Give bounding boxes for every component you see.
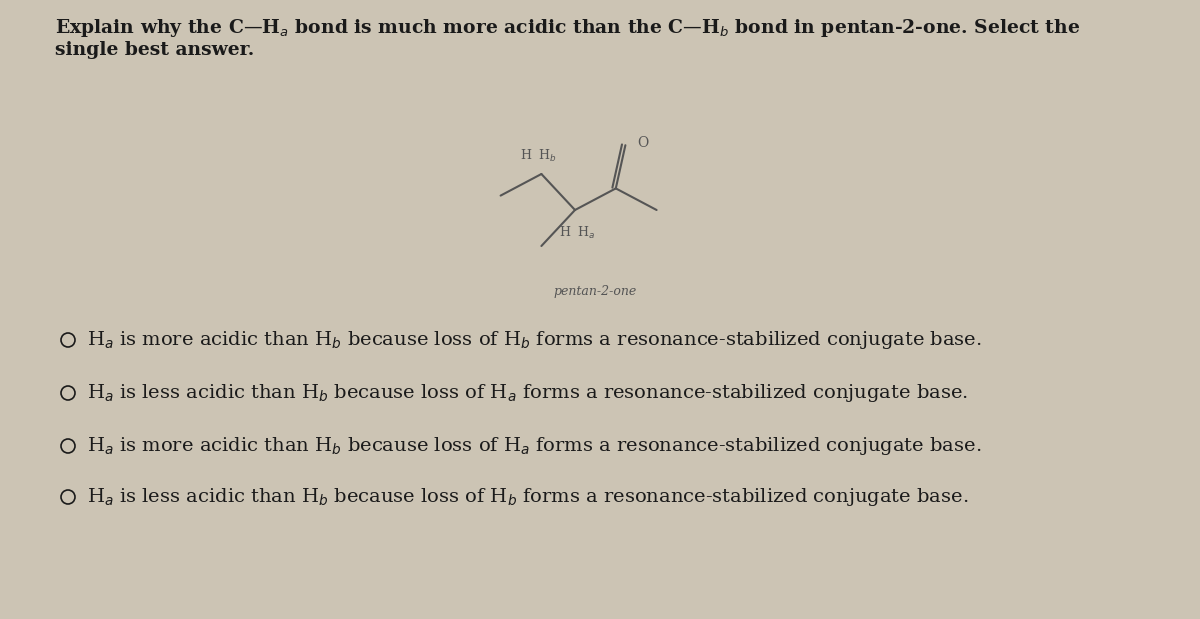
Text: H  H$_a$: H H$_a$ — [559, 225, 595, 241]
Text: H$_a$ is less acidic than H$_b$ because loss of H$_b$ forms a resonance-stabiliz: H$_a$ is less acidic than H$_b$ because … — [88, 486, 968, 508]
Text: H$_a$ is more acidic than H$_b$ because loss of H$_b$ forms a resonance-stabiliz: H$_a$ is more acidic than H$_b$ because … — [88, 329, 982, 351]
Text: H  H$_b$: H H$_b$ — [520, 148, 557, 164]
Text: pentan-2-one: pentan-2-one — [553, 285, 637, 298]
Text: single best answer.: single best answer. — [55, 41, 254, 59]
Text: H$_a$ is more acidic than H$_b$ because loss of H$_a$ forms a resonance-stabiliz: H$_a$ is more acidic than H$_b$ because … — [88, 435, 982, 457]
Text: O: O — [637, 136, 649, 150]
Text: Explain why the C—H$_a$ bond is much more acidic than the C—H$_b$ bond in pentan: Explain why the C—H$_a$ bond is much mor… — [55, 17, 1080, 39]
Text: H$_a$ is less acidic than H$_b$ because loss of H$_a$ forms a resonance-stabiliz: H$_a$ is less acidic than H$_b$ because … — [88, 382, 968, 404]
